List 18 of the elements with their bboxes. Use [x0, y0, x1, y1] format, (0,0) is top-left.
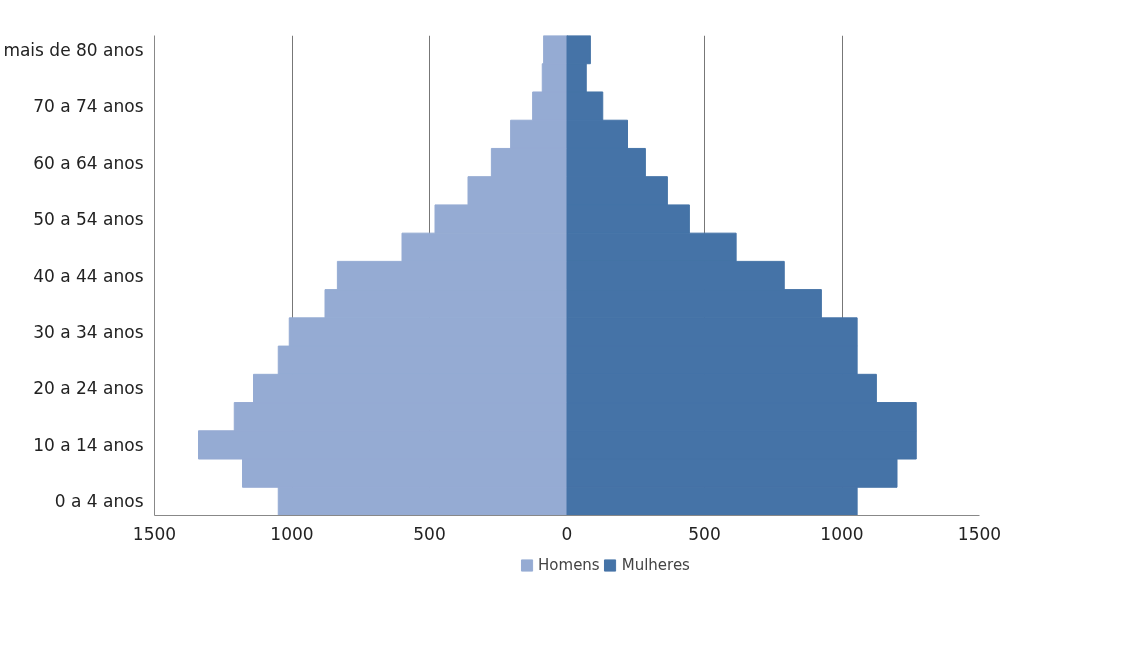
y-tick-label: mais de 80 anos — [3, 39, 144, 60]
x-tick-label: 500 — [688, 523, 721, 544]
legend-label: Homens — [538, 555, 600, 574]
x-tick-label: 500 — [413, 523, 446, 544]
y-tick-label: 50 a 54 anos — [33, 209, 144, 230]
y-tick-label: 10 a 14 anos — [33, 434, 144, 455]
legend-label: Mulheres — [621, 555, 690, 574]
x-tick-label: 1000 — [820, 523, 864, 544]
x-tick-label: 0 — [561, 523, 573, 544]
x-tick-label: 1500 — [132, 523, 177, 544]
x-tick-label: 1500 — [957, 523, 1002, 544]
y-tick-label: 30 a 34 anos — [33, 321, 144, 342]
y-tick-label: 20 a 24 anos — [33, 378, 144, 399]
x-tick-label: 1000 — [270, 523, 314, 544]
y-tick-label: 60 a 64 anos — [33, 152, 144, 173]
y-tick-label: 40 a 44 anos — [33, 265, 144, 286]
y-tick-label: 70 a 74 anos — [33, 96, 144, 117]
y-tick-label: 0 a 4 anos — [54, 491, 144, 512]
